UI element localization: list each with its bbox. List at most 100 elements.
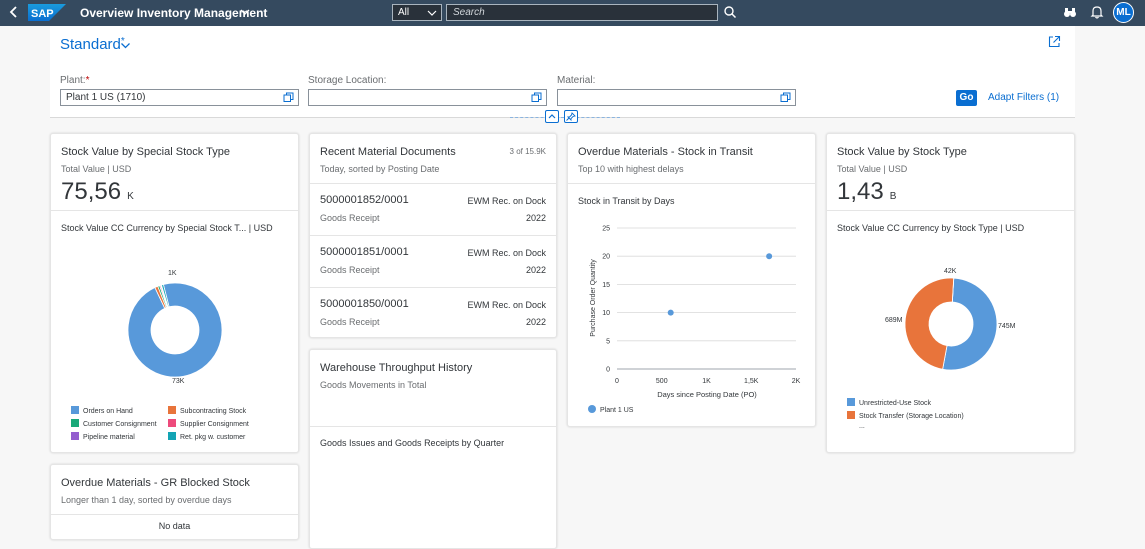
divider — [310, 426, 556, 427]
chevron-down-icon[interactable] — [120, 40, 131, 51]
slice-label-unrestricted: 745M — [998, 323, 1016, 330]
slice-label-bottom: 73K — [172, 378, 185, 385]
document-status: EWM Rec. on Dock — [467, 196, 546, 206]
binoculars-icon[interactable] — [1063, 5, 1077, 19]
legend-item-orders-on-hand[interactable]: Orders on Hand — [71, 406, 133, 415]
legend-item-ret-pkg[interactable]: Ret. pkg w. customer — [168, 432, 245, 441]
go-button[interactable]: Go — [956, 90, 977, 106]
card-stock-type[interactable]: Stock Value by Stock Type Total Value | … — [826, 133, 1075, 453]
donut-slice-other[interactable] — [951, 277, 955, 303]
storage-location-label: Storage Location: — [308, 75, 387, 86]
card-subtitle: Goods Movements in Total — [320, 380, 427, 390]
value-help-icon[interactable] — [283, 92, 294, 103]
document-status: EWM Rec. on Dock — [467, 300, 546, 310]
document-year: 2022 — [525, 317, 546, 327]
storage-location-input[interactable] — [308, 89, 547, 106]
donut-slice-stock-transfer-storage-location[interactable] — [904, 277, 955, 370]
search-scope-value: All — [398, 7, 410, 18]
scatter-point[interactable] — [766, 253, 773, 260]
adapt-filters-button[interactable]: Adapt Filters (1) — [988, 92, 1060, 103]
document-type: Goods Receipt — [320, 265, 380, 275]
y-tick-label: 20 — [602, 254, 610, 261]
legend-item-pipeline-material[interactable]: Pipeline material — [71, 432, 135, 441]
variant-selector[interactable]: Standard* — [60, 36, 125, 53]
list-item[interactable]: 5000001851/0001 Goods Receipt EWM Rec. o… — [310, 236, 556, 288]
value-help-icon[interactable] — [531, 92, 542, 103]
chevron-down-icon[interactable] — [240, 6, 250, 18]
slice-label-top: 1K — [168, 270, 177, 277]
kpi-value: 1,43 B — [837, 178, 897, 205]
x-tick-label: 1,5K — [744, 378, 759, 385]
donut-slice-ret-pkg-w-customer[interactable] — [160, 283, 170, 308]
card-title[interactable]: Recent Material Documents — [320, 146, 456, 158]
list-item[interactable]: 5000001852/0001 Goods Receipt EWM Rec. o… — [310, 184, 556, 236]
card-title[interactable]: Stock Value by Stock Type — [837, 146, 967, 158]
value-help-icon[interactable] — [780, 92, 791, 103]
card-title[interactable]: Stock Value by Special Stock Type — [61, 146, 230, 158]
sap-logo[interactable]: SAP — [28, 4, 66, 21]
document-id: 5000001852/0001 — [320, 194, 409, 206]
stock-in-transit-scatter-chart[interactable]: Purchase Order Quantity Days since Posti… — [568, 214, 816, 414]
bell-icon[interactable] — [1090, 5, 1104, 19]
legend-more[interactable]: ... — [859, 423, 865, 430]
item-counter: 3 of 15.9K — [509, 147, 546, 156]
legend-item-supplier-consignment[interactable]: Supplier Consignment — [168, 419, 249, 428]
document-type: Goods Receipt — [320, 213, 380, 223]
document-id: 5000001850/0001 — [320, 298, 409, 310]
card-title[interactable]: Overdue Materials - GR Blocked Stock — [61, 477, 250, 489]
special-stock-donut-chart[interactable]: 1K 73K — [51, 264, 299, 394]
x-tick-label: 1K — [702, 378, 711, 385]
search-scope-select[interactable]: All — [392, 4, 442, 21]
card-subtitle: Top 10 with highest delays — [578, 164, 684, 174]
donut-slice-unrestricted-use-stock[interactable] — [942, 277, 998, 371]
pin-header-button[interactable] — [564, 110, 578, 123]
stock-type-donut-chart[interactable]: 42K 689M 745M — [827, 264, 1075, 394]
card-warehouse-throughput[interactable]: Warehouse Throughput History Goods Movem… — [309, 349, 557, 549]
card-title[interactable]: Overdue Materials - Stock in Transit — [578, 146, 753, 158]
legend-item-plant-1-us[interactable]: Plant 1 US — [588, 405, 633, 414]
divider — [310, 183, 556, 184]
card-subtitle: Longer than 1 day, sorted by overdue day… — [61, 495, 232, 505]
back-icon[interactable] — [6, 4, 22, 20]
user-avatar[interactable]: ML — [1113, 2, 1134, 23]
divider — [568, 183, 815, 184]
donut-slice-orders-on-hand[interactable] — [127, 282, 223, 378]
legend-item-customer-consignment[interactable]: Customer Consignment — [71, 419, 157, 428]
plant-input[interactable]: Plant 1 US (1710) — [60, 89, 299, 106]
card-special-stock[interactable]: Stock Value by Special Stock Type Total … — [50, 133, 299, 453]
card-subtitle: Total Value | USD — [61, 164, 132, 174]
search-input[interactable]: Search — [446, 4, 718, 21]
list-item[interactable]: 5000001850/0001 Goods Receipt EWM Rec. o… — [310, 288, 556, 337]
document-id: 5000001851/0001 — [320, 246, 409, 258]
document-year: 2022 — [525, 213, 546, 223]
x-tick-label: 2K — [792, 378, 801, 385]
card-stock-in-transit[interactable]: Overdue Materials - Stock in Transit Top… — [567, 133, 816, 427]
variant-modified-marker: * — [120, 36, 125, 47]
slice-label-stock-transfer: 689M — [885, 317, 903, 324]
scatter-point[interactable] — [667, 309, 674, 316]
no-data-text: No data — [158, 521, 191, 531]
slice-label-other: 42K — [944, 268, 957, 275]
y-tick-label: 5 — [606, 338, 610, 345]
y-tick-label: 25 — [602, 226, 610, 233]
card-material-documents[interactable]: Recent Material Documents 3 of 15.9K Tod… — [309, 133, 557, 338]
app-title[interactable]: Overview Inventory Management — [80, 6, 268, 20]
material-input[interactable] — [557, 89, 796, 106]
material-label: Material: — [557, 75, 596, 86]
chart-title: Stock in Transit by Days — [578, 196, 675, 206]
card-title[interactable]: Warehouse Throughput History — [320, 362, 473, 374]
card-subtitle: Today, sorted by Posting Date — [320, 164, 440, 174]
share-icon[interactable] — [1048, 35, 1061, 48]
card-gr-blocked-stock[interactable]: Overdue Materials - GR Blocked Stock Lon… — [50, 464, 299, 540]
y-tick-label: 15 — [602, 282, 610, 289]
plant-value: Plant 1 US (1710) — [66, 92, 146, 103]
document-year: 2022 — [525, 265, 546, 275]
chevron-down-icon — [427, 8, 437, 18]
legend-item-stock-transfer[interactable]: Stock Transfer (Storage Location) — [847, 411, 964, 420]
search-icon[interactable] — [723, 5, 737, 19]
collapse-header-button[interactable] — [545, 110, 559, 123]
y-tick-label: 0 — [606, 367, 610, 374]
legend-item-subcontracting[interactable]: Subcontracting Stock — [168, 406, 246, 415]
divider — [51, 210, 298, 211]
legend-item-unrestricted-use[interactable]: Unrestricted-Use Stock — [847, 398, 931, 407]
